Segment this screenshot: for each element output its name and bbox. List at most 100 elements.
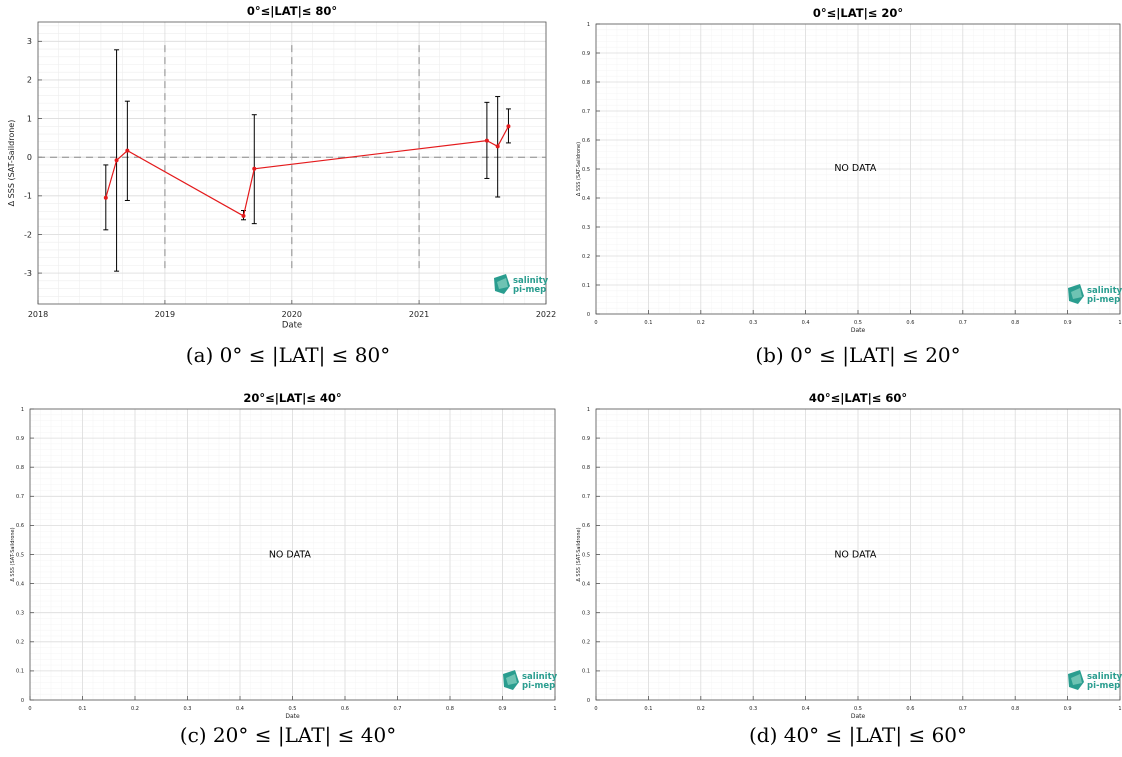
- y-tick-label: 1: [21, 407, 24, 413]
- no-data-label: NO DATA: [834, 163, 877, 174]
- x-tick-label: 0: [594, 706, 597, 712]
- no-data-label: NO DATA: [269, 550, 312, 561]
- x-tick-label: 0.2: [697, 320, 705, 326]
- x-axis: 2018 2019 2020 2021 2022: [28, 300, 556, 319]
- y-tick-label: 0.1: [16, 669, 24, 675]
- x-axis: 0 0.1 0.2 0.3 0.4 0.5 0.6 0.7 0.8 0.9 1: [594, 696, 1122, 712]
- x-tick-label: 2020: [282, 310, 302, 319]
- y-tick-label: 0.3: [582, 225, 590, 231]
- x-tick-label: 0.2: [697, 706, 705, 712]
- x-tick-label: 0.5: [854, 320, 862, 326]
- chart-title: 20°≤|LAT|≤ 40°: [243, 391, 341, 405]
- chart-b: 0 0.1 0.2 0.3 0.4 0.5 0.6 0.7 0.8 0.9 100.10.20.30…: [576, 6, 1122, 334]
- x-axis: 0 0.1 0.2 0.3 0.4 0.5 0.6 0.7 0.8 0.9 1: [594, 310, 1122, 326]
- y-tick-label: 2: [27, 76, 32, 85]
- x-tick-label: 0.6: [906, 320, 914, 326]
- x-axis-label: Date: [851, 327, 866, 334]
- y-tick-label: 0.9: [16, 436, 24, 442]
- logo-text-line2: pi-mep: [513, 285, 546, 295]
- y-tick-label: 0.5: [582, 552, 590, 558]
- x-axis-label: Date: [282, 321, 302, 331]
- y-tick-label: 0.2: [582, 640, 590, 646]
- data-point: [506, 124, 511, 129]
- y-axis: 0 0.1 0.2 0.3 0.4 0.5 0.6 0.7 0.8 0.9 1: [582, 22, 600, 318]
- logo-text-line1: salinity: [513, 276, 549, 286]
- y-axis: 0 0.1 0.2 0.3 0.4 0.5 0.6 0.7 0.8 0.9 1: [582, 407, 600, 704]
- y-tick-label: 0.6: [582, 523, 590, 529]
- y-axis: 0 0.1 0.2 0.3 0.4 0.5 0.6 0.7 0.8 0.9 1: [16, 407, 34, 704]
- x-tick-label: 0.5: [289, 706, 297, 712]
- x-tick-label: 0.4: [802, 320, 810, 326]
- x-tick-label: 0.7: [959, 706, 967, 712]
- panel-b: 0 0.1 0.2 0.3 0.4 0.5 0.6 0.7 0.8 0.9 1 0 0.1 0.2 0.3 0…: [566, 0, 1122, 370]
- chart-a: 2018 2019 2020 2021 2022 -3 -2 -1 0 1 2 3 Date Δ SSS …: [7, 4, 556, 331]
- series-line: [105, 126, 509, 217]
- x-tick-label: 0.8: [1011, 320, 1019, 326]
- y-tick-label: -1: [24, 192, 32, 201]
- logo-mark-highlight-icon: [1071, 674, 1082, 685]
- chart-title: 0°≤|LAT|≤ 80°: [247, 4, 337, 18]
- y-tick-label: 0.7: [582, 494, 590, 500]
- y-tick-label: 0: [587, 698, 590, 704]
- chart-c: 0 0.1 0.2 0.3 0.4 0.5 0.6 0.7 0.8 0.9 100.10.20.30…: [10, 391, 558, 720]
- y-tick-label: 3: [27, 37, 32, 46]
- x-tick-label: 0.3: [749, 320, 757, 326]
- y-tick-label: 0.6: [582, 138, 590, 144]
- logo-mark-highlight-icon: [497, 278, 508, 289]
- series: [103, 49, 511, 272]
- chart-d: 0 0.1 0.2 0.3 0.4 0.5 0.6 0.7 0.8 0.9 100.10.20.30…: [576, 391, 1122, 720]
- y-tick-label: 0.5: [582, 167, 590, 173]
- y-tick-label: 0: [587, 312, 590, 318]
- y-axis-label: Δ SSS (SAT-Saildrone): [7, 120, 16, 207]
- data-point: [241, 213, 246, 218]
- chart-title: 40°≤|LAT|≤ 60°: [809, 391, 907, 405]
- x-tick-label: 0.4: [802, 706, 810, 712]
- logo-text-line2: pi-mep: [522, 681, 555, 691]
- x-tick-label: 1: [1118, 706, 1121, 712]
- data-point: [484, 138, 489, 143]
- y-tick-label: -2: [24, 230, 32, 239]
- y-axis-label: Δ SSS (SAT-Saildrone): [576, 142, 582, 196]
- x-tick-label: 2021: [409, 310, 429, 319]
- data-point: [495, 144, 500, 149]
- y-tick-label: 0.1: [582, 669, 590, 675]
- x-tick-label: 0.3: [184, 706, 192, 712]
- logo-mark-highlight-icon: [1071, 288, 1082, 299]
- y-tick-label: 0.3: [582, 610, 590, 616]
- y-tick-label: 0.5: [16, 552, 24, 558]
- y-tick-label: 0.8: [16, 465, 24, 471]
- y-tick-label: 0.4: [16, 581, 24, 587]
- y-tick-label: 0.1: [582, 283, 590, 289]
- x-tick-label: 0.8: [1011, 706, 1019, 712]
- logo-text-line1: salinity: [1087, 286, 1122, 296]
- panel-c: 0 0.1 0.2 0.3 0.4 0.5 0.6 0.7 0.8 0.9 1 0 0.1 0.2 0.3 0…: [0, 385, 560, 757]
- x-axis: 0 0.1 0.2 0.3 0.4 0.5 0.6 0.7 0.8 0.9 1: [28, 696, 557, 712]
- x-tick-label: 0.6: [906, 706, 914, 712]
- data-point: [252, 166, 257, 171]
- y-tick-label: 0.4: [582, 196, 590, 202]
- data-point: [103, 195, 108, 200]
- caption-d: (d) 40° ≤ |LAT| ≤ 60°: [748, 723, 968, 747]
- x-tick-label: 0.7: [394, 706, 402, 712]
- x-axis-label: Date: [851, 713, 866, 720]
- y-tick-label: 1: [27, 114, 32, 123]
- grid: [595, 408, 1121, 701]
- x-tick-label: 0.2: [131, 706, 139, 712]
- x-tick-label: 0: [28, 706, 31, 712]
- x-tick-label: 2022: [536, 310, 556, 319]
- chart-title: 0°≤|LAT|≤ 20°: [813, 6, 903, 20]
- x-tick-label: 0.9: [1064, 320, 1072, 326]
- y-tick-label: -3: [24, 269, 32, 278]
- y-tick-label: 1: [587, 22, 590, 28]
- data-point: [125, 148, 130, 153]
- x-tick-label: 0.9: [499, 706, 507, 712]
- x-tick-label: 0.6: [341, 706, 349, 712]
- x-tick-label: 0.8: [446, 706, 454, 712]
- x-tick-label: 0.1: [644, 706, 652, 712]
- x-tick-label: 2018: [28, 310, 48, 319]
- no-data-label: NO DATA: [834, 550, 877, 561]
- y-tick-label: 0.8: [582, 80, 590, 86]
